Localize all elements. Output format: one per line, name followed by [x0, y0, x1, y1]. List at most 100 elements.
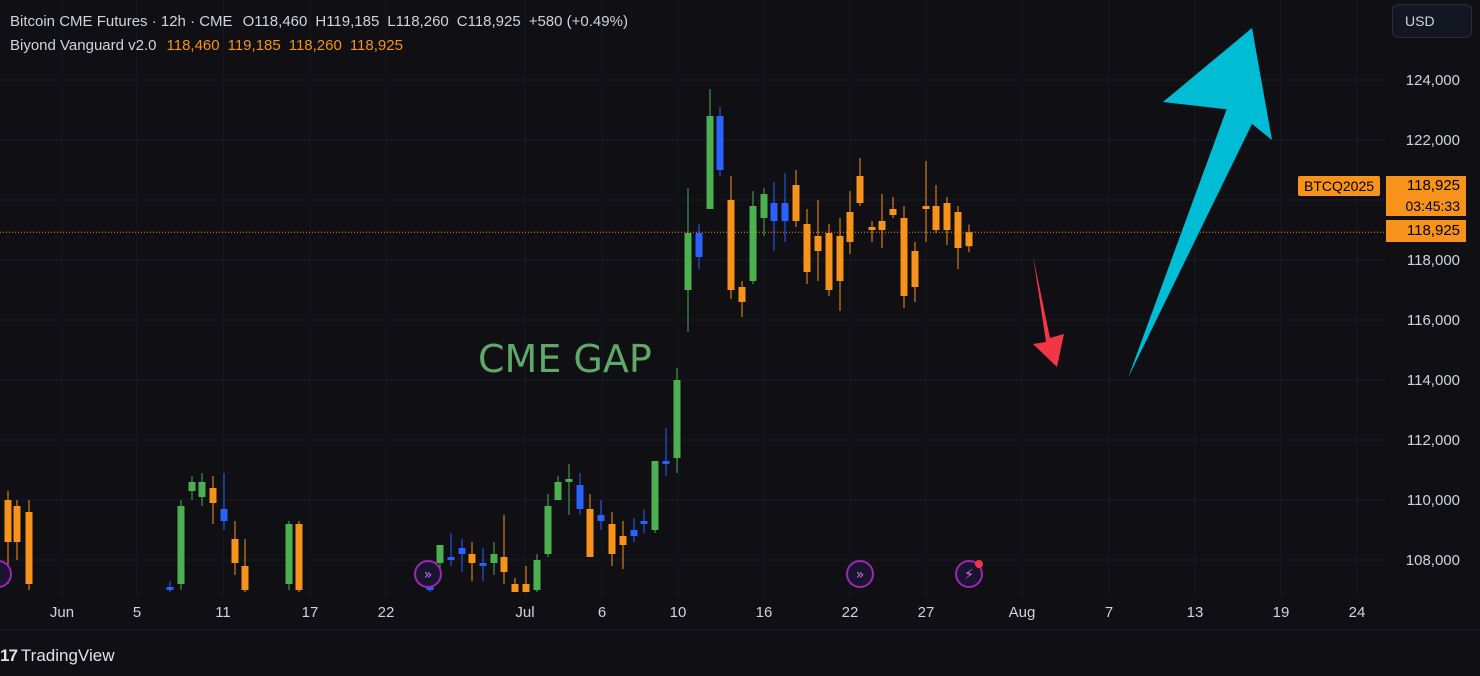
- candle-body: [738, 287, 746, 302]
- dividend-event-icon[interactable]: »: [846, 560, 874, 588]
- candle: [468, 542, 476, 581]
- candle-body: [500, 557, 508, 572]
- symbol-row: Bitcoin CME Futures · 12h · CME O 118,460…: [10, 10, 628, 34]
- open-value: 118,460: [254, 13, 308, 30]
- high-value: 119,185: [326, 13, 380, 30]
- x-tick-label: Aug: [1009, 604, 1036, 621]
- event-circle: [955, 560, 983, 588]
- x-tick-label: 13: [1187, 604, 1204, 621]
- indicator-value: 118,460: [166, 37, 220, 54]
- candle-body: [695, 233, 703, 257]
- y-tick-label: 108,000: [1406, 552, 1460, 569]
- candle-body: [198, 482, 206, 497]
- x-tick-label: 7: [1105, 604, 1113, 621]
- cme-gap-annotation: CME GAP: [478, 337, 652, 381]
- candle: [932, 185, 940, 233]
- candle-body: [900, 218, 908, 296]
- indicator-row[interactable]: Biyond Vanguard v2.0 118,460 119,185 118…: [10, 34, 628, 58]
- indicator-value: 118,925: [349, 37, 403, 54]
- candle: [965, 224, 973, 253]
- candle-body: [673, 380, 681, 458]
- chart-legend: Bitcoin CME Futures · 12h · CME O 118,460…: [10, 10, 628, 58]
- candle-body: [814, 236, 822, 251]
- candle: [166, 581, 174, 592]
- candle-body: [856, 176, 864, 203]
- candle-body: [965, 232, 973, 247]
- candle-body: [209, 488, 217, 503]
- x-tick-label: 11: [215, 604, 231, 621]
- candle: [554, 476, 562, 500]
- candle-body: [426, 587, 434, 590]
- change-value: +580 (+0.49%): [528, 13, 628, 30]
- x-tick-label: 17: [302, 604, 319, 621]
- candle-body: [954, 212, 962, 248]
- y-tick-label: 122,000: [1406, 132, 1460, 149]
- candle-body: [932, 206, 940, 230]
- candle: [662, 428, 670, 476]
- candle-body: [241, 566, 249, 590]
- candle-body: [716, 116, 724, 170]
- indicator-value: 118,260: [288, 37, 342, 54]
- candle: [760, 188, 768, 236]
- candle: [846, 191, 854, 254]
- candle: [856, 158, 864, 206]
- low-label: L: [387, 13, 396, 30]
- candle-body: [619, 536, 627, 545]
- candle-body: [522, 584, 530, 592]
- candle-body: [479, 563, 487, 566]
- candle-body: [662, 461, 670, 464]
- x-tick-label: 6: [598, 604, 606, 621]
- candle-body: [868, 227, 876, 230]
- down-arrow-icon: [1033, 256, 1064, 367]
- candle-body: [177, 506, 185, 584]
- candle-body: [597, 515, 605, 521]
- indicator-name: Biyond Vanguard v2.0: [10, 37, 157, 54]
- symbol-price-tag: BTCQ2025: [1298, 176, 1381, 196]
- candle: [295, 521, 303, 592]
- candle: [803, 209, 811, 284]
- candle-body: [608, 524, 616, 554]
- candle-body: [554, 482, 562, 500]
- candle: [825, 224, 833, 296]
- candle: [608, 512, 616, 566]
- candle-body: [4, 500, 12, 542]
- candle: [630, 518, 638, 542]
- event-glyph: ⚡: [964, 567, 974, 583]
- candle: [900, 206, 908, 308]
- dividend-event-icon: [0, 560, 12, 588]
- event-markers: » » ⚡: [0, 560, 983, 588]
- candle-body: [760, 194, 768, 218]
- x-tick-label: 5: [133, 604, 141, 621]
- tradingview-logo[interactable]: 17 TradingView: [0, 642, 114, 670]
- high-label: H: [315, 13, 327, 30]
- candle: [500, 515, 508, 584]
- y-tick-label: 124,000: [1406, 72, 1460, 89]
- event-circle: [0, 560, 12, 588]
- candle-body: [770, 203, 778, 221]
- candle-body: [533, 560, 541, 590]
- candle-body: [846, 212, 854, 242]
- candle: [651, 461, 659, 533]
- time-axis: Jun 5 11 17 22 Jul 6 10 16 22 27 Aug 7 13 19 24: [50, 604, 1365, 621]
- candle-body: [651, 461, 659, 530]
- candle: [706, 89, 714, 209]
- candle-body: [468, 554, 476, 563]
- x-tick-label: 22: [378, 604, 395, 621]
- event-glyph: »: [856, 567, 865, 583]
- event-glyph: »: [424, 567, 433, 583]
- candle: [285, 521, 293, 590]
- last-price: 118,925: [1406, 177, 1460, 194]
- y-tick-label: 118,000: [1407, 252, 1460, 269]
- candle: [511, 578, 519, 592]
- flash-event-icon[interactable]: ⚡: [955, 560, 983, 588]
- currency-button[interactable]: USD: [1392, 4, 1472, 38]
- tradingview-mark-icon: 17: [0, 646, 18, 665]
- event-circle: [414, 560, 442, 588]
- candle: [943, 197, 951, 245]
- candles: [4, 89, 973, 592]
- x-tick-label: 27: [918, 604, 935, 621]
- price-axis: 108,000 110,000 112,000 114,000 116,000 118,0…: [1406, 72, 1460, 569]
- candle-body: [220, 509, 228, 521]
- dividend-event-icon[interactable]: »: [414, 560, 442, 588]
